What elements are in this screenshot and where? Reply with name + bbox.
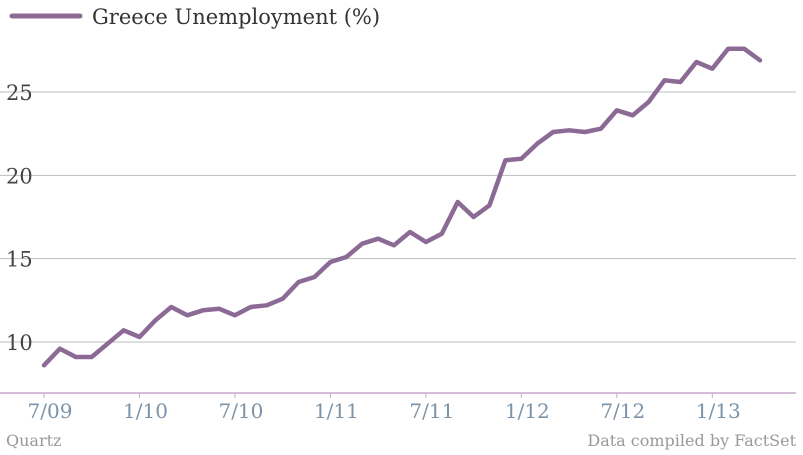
x-axis-ticks: 7/09 1/10 7/10 1/11 7/11 1/12 7/12 1/13 xyxy=(28,393,741,423)
source-left: Quartz xyxy=(6,431,61,450)
y-tick-label: 10 xyxy=(6,331,33,355)
x-tick-label: 1/10 xyxy=(123,399,168,423)
series-line-greece-unemployment xyxy=(41,46,763,368)
y-tick-label: 20 xyxy=(6,164,33,188)
x-tick-label: 7/10 xyxy=(218,399,263,423)
grid-lines xyxy=(0,91,796,343)
legend: Greece Unemployment (%) xyxy=(9,5,380,29)
y-axis-ticks: 10 15 20 25 xyxy=(6,81,33,355)
x-tick-label: 7/11 xyxy=(409,399,454,423)
x-tick-label: 1/11 xyxy=(314,399,359,423)
x-tick-label: 1/13 xyxy=(696,399,741,423)
x-tick-label: 1/12 xyxy=(505,399,550,423)
x-tick-label: 7/12 xyxy=(600,399,645,423)
source-right: Data compiled by FactSet xyxy=(587,431,796,450)
y-tick-label: 15 xyxy=(6,248,33,272)
x-tick-label: 7/09 xyxy=(28,399,73,423)
legend-label: Greece Unemployment (%) xyxy=(92,5,380,29)
y-tick-label: 25 xyxy=(6,81,33,105)
